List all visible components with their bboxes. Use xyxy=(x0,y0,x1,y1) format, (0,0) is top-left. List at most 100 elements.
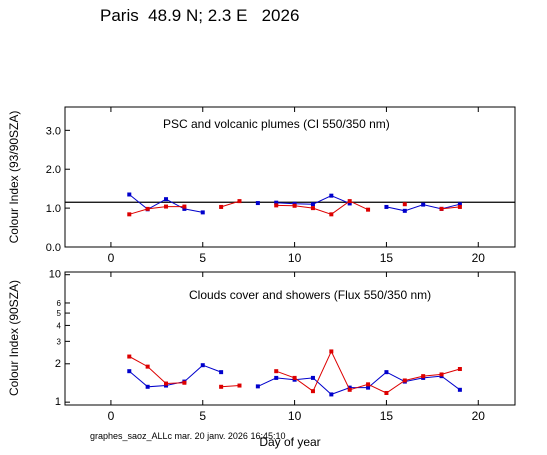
data-point-blue xyxy=(255,384,260,389)
data-point-blue xyxy=(200,363,205,368)
bottom-panel-annotation: Clouds cover and showers (Flux 550/350 n… xyxy=(189,288,431,302)
series-red-line xyxy=(220,200,240,208)
top-plot-frame xyxy=(64,106,516,248)
data-point-red xyxy=(329,212,334,217)
data-point-red xyxy=(347,387,352,392)
y-tick-label: 2.0 xyxy=(46,164,61,176)
data-point-red xyxy=(310,206,315,211)
data-point-red xyxy=(292,203,297,208)
data-point-blue xyxy=(310,202,315,207)
data-point-blue xyxy=(164,197,169,202)
data-point-blue xyxy=(384,204,389,209)
data-point-blue xyxy=(164,383,169,388)
data-point-red xyxy=(219,204,224,209)
series-red-line xyxy=(129,206,185,215)
data-point-red xyxy=(182,204,187,209)
data-point-blue xyxy=(347,201,352,206)
data-point-red xyxy=(274,369,279,374)
data-point-blue xyxy=(347,385,352,390)
x-tick-label: 15 xyxy=(380,409,394,423)
data-point-blue xyxy=(366,385,371,390)
x-tick-label: 10 xyxy=(288,251,302,265)
data-point-blue xyxy=(219,370,224,375)
x-tick-label: 20 xyxy=(472,409,486,423)
data-point-red xyxy=(347,199,352,204)
data-point-blue xyxy=(457,387,462,392)
y-tick-label: 3.0 xyxy=(46,125,61,137)
data-point-blue xyxy=(255,201,260,206)
series-red-line xyxy=(129,356,185,385)
data-point-blue xyxy=(402,208,407,213)
x-tick-label: 5 xyxy=(199,251,206,265)
data-point-blue xyxy=(310,375,315,380)
data-point-blue xyxy=(421,202,426,207)
x-tick-label: 15 xyxy=(380,251,394,265)
data-point-red xyxy=(366,207,371,212)
data-point-blue xyxy=(384,370,389,375)
data-point-red xyxy=(127,212,132,217)
data-point-red xyxy=(219,384,224,389)
data-point-red xyxy=(366,382,371,387)
series-red-line xyxy=(276,200,369,215)
chart-title: Paris 48.9 N; 2.3 E 2026 xyxy=(100,6,300,25)
data-point-red xyxy=(329,349,334,354)
top-y-axis-label: Colour Index (93/90SZA) xyxy=(7,111,21,244)
y-tick-label: 1 xyxy=(55,396,61,408)
data-point-red xyxy=(145,364,150,369)
data-point-blue xyxy=(274,200,279,205)
data-point-blue xyxy=(127,192,132,197)
y-tick-label: 5 xyxy=(57,309,62,318)
x-tick-label: 5 xyxy=(199,409,206,423)
footer-stamp: graphes_saoz_ALLc mar. 20 janv. 2026 16:… xyxy=(90,431,285,441)
data-point-red xyxy=(457,204,462,209)
data-point-red xyxy=(439,372,444,377)
top-panel: PSC and volcanic plumes (CI 550/350 nm) … xyxy=(7,106,516,265)
data-point-red xyxy=(421,374,426,379)
data-point-blue xyxy=(329,193,334,198)
data-point-blue xyxy=(329,392,334,397)
data-point-red xyxy=(402,202,407,207)
bottom-y-axis-label: Colour Index (90SZA) xyxy=(7,280,21,396)
data-point-red xyxy=(439,206,444,211)
y-tick-label: 2 xyxy=(55,358,61,370)
y-tick-label: 4 xyxy=(57,321,62,330)
x-axis-label: Day of year xyxy=(259,435,320,449)
data-point-red xyxy=(310,389,315,394)
y-tick-label: 1.0 xyxy=(46,203,61,215)
data-point-blue xyxy=(274,375,279,380)
y-tick-label: 6 xyxy=(57,299,62,308)
data-point-blue xyxy=(200,210,205,215)
top-series-marks xyxy=(65,192,515,217)
x-tick-label: 0 xyxy=(108,251,115,265)
bottom-panel: Clouds cover and showers (Flux 550/350 n… xyxy=(7,269,516,423)
bottom-series-marks xyxy=(127,349,462,397)
top-panel-annotation: PSC and volcanic plumes (CI 550/350 nm) xyxy=(163,117,390,131)
data-point-blue xyxy=(145,384,150,389)
series-red-line xyxy=(441,206,460,210)
series-red-line xyxy=(221,385,240,388)
bottom-plot-frame xyxy=(64,271,516,406)
y-tick-label: 0.0 xyxy=(46,242,61,254)
series-blue-line xyxy=(257,371,461,395)
x-tick-label: 20 xyxy=(472,251,486,265)
data-point-red xyxy=(237,199,242,204)
data-point-blue xyxy=(127,369,132,374)
data-point-red xyxy=(457,367,462,372)
data-point-red xyxy=(237,383,242,388)
data-point-red xyxy=(402,378,407,383)
data-point-red xyxy=(274,203,279,208)
data-point-red xyxy=(127,354,132,359)
x-tick-label: 0 xyxy=(108,409,115,423)
data-point-blue xyxy=(457,202,462,207)
data-point-red xyxy=(182,380,187,385)
data-point-red xyxy=(292,375,297,380)
data-point-red xyxy=(164,204,169,209)
x-tick-label: 10 xyxy=(288,409,302,423)
data-point-red xyxy=(145,206,150,211)
data-point-blue xyxy=(182,206,187,211)
top-ticks: 0 5 10 15 20 0.0 1.0 2.0 3.0 xyxy=(46,107,486,265)
data-point-red xyxy=(384,390,389,395)
y-tick-label: 10 xyxy=(49,269,61,281)
